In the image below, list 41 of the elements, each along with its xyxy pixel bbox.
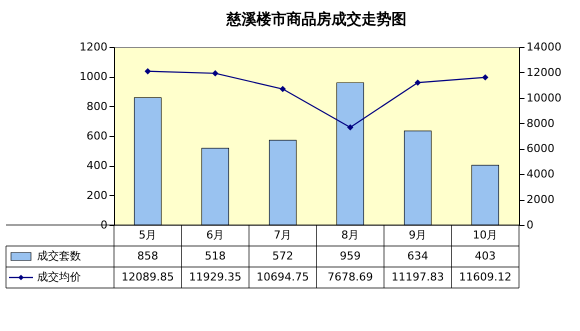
point — [414, 79, 421, 86]
x-tick-label: 7月 — [274, 228, 292, 242]
x-tick-label: 10月 — [472, 228, 498, 242]
chart-title: 慈溪楼市商品房成交走势图 — [226, 10, 406, 28]
legend-label: 成交套数 — [37, 250, 81, 262]
y2-tick-label: 14000 — [526, 40, 562, 54]
y2-tick-label: 0 — [526, 218, 534, 232]
legend-label: 成交均价 — [37, 270, 81, 284]
data-label: 12089.85 — [122, 270, 174, 284]
y2-tick-label: 2000 — [526, 193, 554, 206]
y-tick-label: 1200 — [80, 40, 108, 54]
x-tick-label: 8月 — [341, 228, 360, 242]
data-label: 634 — [407, 250, 428, 262]
data-label: 959 — [340, 250, 361, 262]
x-tick-label: 5月 — [138, 228, 157, 242]
data-label: 858 — [137, 250, 158, 262]
y-tick-label: 800 — [86, 100, 108, 113]
point — [482, 74, 488, 81]
y2-tick-label: 10000 — [526, 91, 562, 104]
data-label: 11197.83 — [392, 270, 444, 284]
y2-tick-label: 12000 — [526, 66, 562, 79]
y-tick-label: 1000 — [80, 70, 108, 84]
point — [280, 86, 286, 92]
y-tick-label: 400 — [86, 159, 108, 172]
data-label: 11609.12 — [459, 270, 512, 284]
data-label: 10694.75 — [256, 270, 309, 284]
data-label: 7678.69 — [328, 270, 373, 284]
data-label: 572 — [272, 250, 294, 262]
y2-tick-label: 6000 — [526, 142, 554, 156]
y-tick-label: 600 — [86, 130, 108, 142]
point — [144, 68, 151, 74]
y-tick-label: 200 — [86, 188, 108, 202]
y2-tick-label: 8000 — [526, 116, 554, 130]
y2-tick-label: 4000 — [526, 168, 554, 181]
point — [347, 124, 354, 131]
data-label: 403 — [474, 250, 496, 262]
point — [212, 70, 218, 76]
x-tick-label: 9月 — [408, 228, 427, 242]
x-tick-label: 6月 — [206, 228, 224, 242]
data-label: 518 — [204, 250, 226, 262]
data-label: 11929.35 — [189, 270, 242, 284]
